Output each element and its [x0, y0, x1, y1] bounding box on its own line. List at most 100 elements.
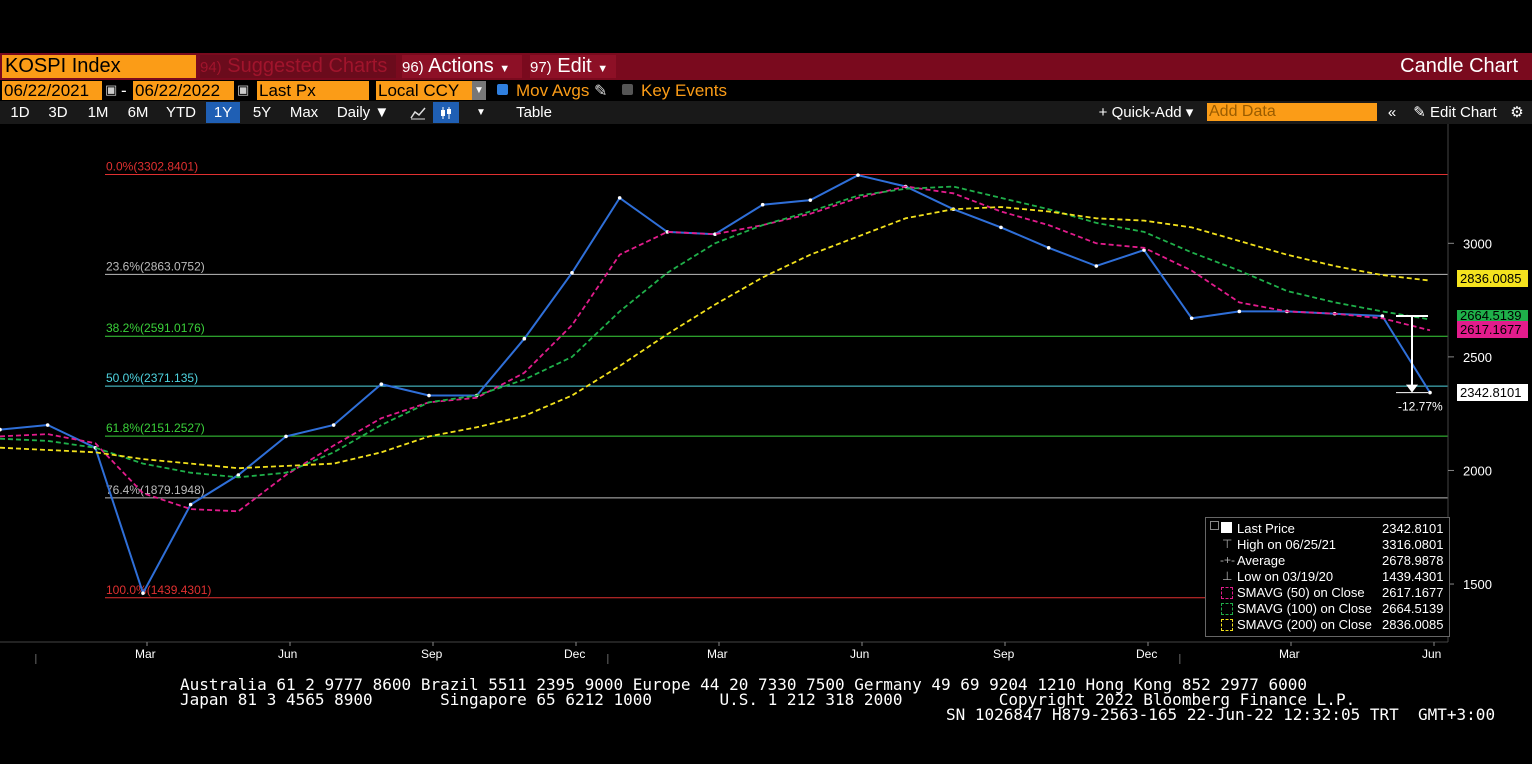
legend-value: 3316.0801 [1382, 537, 1444, 552]
price-point [331, 423, 336, 427]
series-sma50 [0, 185, 1431, 513]
legend-value: 2836.0085 [1382, 617, 1444, 632]
series-sma100 [0, 185, 1431, 479]
x-month-label: Jun [1422, 647, 1441, 661]
legend-value: 2678.9878 [1382, 553, 1444, 568]
sma100-value-box: 2664.5139 [1457, 310, 1528, 321]
sma50-swatch [1221, 587, 1233, 599]
period-1y[interactable]: 1Y [206, 102, 240, 123]
candle-chart-icon[interactable] [433, 102, 459, 123]
quick-add-button[interactable]: + Quick-Add ▾ [1098, 104, 1194, 121]
price-point [284, 434, 288, 439]
add-data-input[interactable]: Add Data [1207, 103, 1377, 121]
change-annotation-group: -12.77% [1396, 314, 1443, 414]
frequency-select[interactable]: Daily ▼ [336, 104, 390, 121]
period-max[interactable]: Max [289, 104, 319, 121]
price-field-select[interactable]: Last Px [257, 81, 369, 100]
currency-select[interactable]: Local CCY [376, 81, 472, 100]
price-point [1094, 264, 1099, 268]
x-month-label: Jun [850, 647, 869, 661]
suggested-charts-menu[interactable]: 94) Suggested Charts [200, 55, 396, 78]
ticker-field[interactable]: KOSPI Index [2, 55, 196, 78]
fib-label: 38.2%(2591.0176) [106, 321, 205, 335]
price-point [522, 336, 527, 341]
x-year-label: 2021 [796, 662, 823, 664]
x-month-label: Mar [1279, 647, 1300, 661]
price-point [379, 382, 384, 386]
period-ytd[interactable]: YTD [166, 104, 196, 121]
price-point [45, 423, 50, 427]
low-marker-icon: ⊥ [1222, 569, 1233, 583]
last-price-swatch [1221, 522, 1232, 533]
chevron-down-icon: ▼ [597, 63, 609, 75]
last-price-value-box: 2342.8101 [1457, 384, 1528, 401]
period-6m[interactable]: 6M [127, 104, 149, 121]
start-date-field[interactable]: 06/22/2021 [2, 81, 102, 100]
legend-label: Low on 03/19/20 [1237, 569, 1334, 584]
sma200-swatch [1221, 619, 1233, 631]
calendar-icon[interactable]: ▣ [105, 82, 118, 97]
period-5y[interactable]: 5Y [252, 104, 272, 121]
actions-menu[interactable]: 96) Actions ▼ [402, 55, 522, 78]
table-button[interactable]: Table [516, 104, 552, 121]
chart-legend [1205, 517, 1450, 637]
chevron-down-icon[interactable]: ▼ [476, 107, 486, 118]
chart-series [0, 173, 1432, 596]
legend-label: SMAVG (100) on Close [1237, 601, 1372, 616]
price-point [0, 427, 2, 432]
high-marker-icon: ⊤ [1222, 537, 1233, 551]
series-sma200 [0, 206, 1431, 470]
legend-label: High on 06/25/21 [1237, 537, 1337, 552]
key-events-checkbox[interactable] [622, 84, 633, 95]
y-axis-ticks: 3000 2500 2000 1500 [1448, 236, 1492, 592]
legend-value: 1439.4301 [1382, 569, 1444, 584]
mov-avgs-label[interactable]: Mov Avgs [516, 81, 590, 100]
legend-label: Last Price [1237, 521, 1295, 536]
edit-chart-label: Edit Chart [1430, 104, 1497, 121]
price-point [236, 473, 241, 477]
sma50-value-box: 2617.1677 [1457, 321, 1528, 338]
period-toolbar [0, 101, 1532, 124]
price-point [1046, 246, 1051, 250]
sma100-swatch [1221, 603, 1233, 615]
price-point [1428, 390, 1432, 395]
price-point [808, 198, 813, 202]
fib-label: 0.0%(3302.8401) [106, 160, 198, 174]
price-point [141, 591, 145, 595]
x-month-label: Sep [993, 647, 1015, 661]
edit-number: 97) [530, 59, 552, 76]
legend-value: 2664.5139 [1382, 601, 1444, 616]
legend-value: 2617.1677 [1382, 585, 1444, 600]
period-3d[interactable]: 3D [48, 104, 68, 121]
gear-icon[interactable]: ⚙ [1510, 104, 1524, 121]
mov-avgs-checkbox[interactable] [497, 84, 508, 95]
price-point [1189, 316, 1194, 321]
y-tick-label: 2000 [1463, 463, 1492, 478]
collapse-icon[interactable] [1210, 521, 1219, 530]
fib-label: 76.4%(1879.1948) [106, 483, 205, 497]
fib-label: 61.8%(2151.2527) [106, 421, 205, 435]
edit-label: Edit [557, 55, 592, 77]
price-point [570, 271, 574, 275]
calendar-icon[interactable]: ▣ [237, 82, 250, 97]
legend-label: SMAVG (50) on Close [1237, 585, 1365, 600]
line-chart-icon[interactable] [404, 102, 432, 123]
x-month-label: Dec [1136, 647, 1157, 661]
edit-menu[interactable]: 97) Edit ▼ [530, 55, 616, 78]
footer-contacts-line1: Australia 61 2 9777 8600 Brazil 5511 239… [180, 675, 1308, 694]
edit-chart-button[interactable]: ✎ Edit Chart [1408, 102, 1502, 123]
period-1d[interactable]: 1D [10, 104, 30, 121]
end-date-field[interactable]: 06/22/2022 [133, 81, 234, 100]
collapse-icon[interactable]: « [1387, 104, 1397, 121]
pencil-icon: ✎ [1413, 104, 1426, 121]
chevron-down-icon[interactable]: ▼ [472, 81, 486, 100]
key-events-label[interactable]: Key Events [641, 81, 727, 100]
legend-label: SMAVG (200) on Close [1237, 617, 1372, 632]
y-tick-label: 2500 [1463, 350, 1492, 365]
price-point [1237, 309, 1242, 314]
price-point [760, 202, 765, 207]
period-1m[interactable]: 1M [87, 104, 109, 121]
sma200-value-box: 2836.0085 [1457, 270, 1528, 287]
date-separator: - [121, 81, 127, 100]
pencil-icon[interactable]: ✎ [594, 83, 608, 100]
